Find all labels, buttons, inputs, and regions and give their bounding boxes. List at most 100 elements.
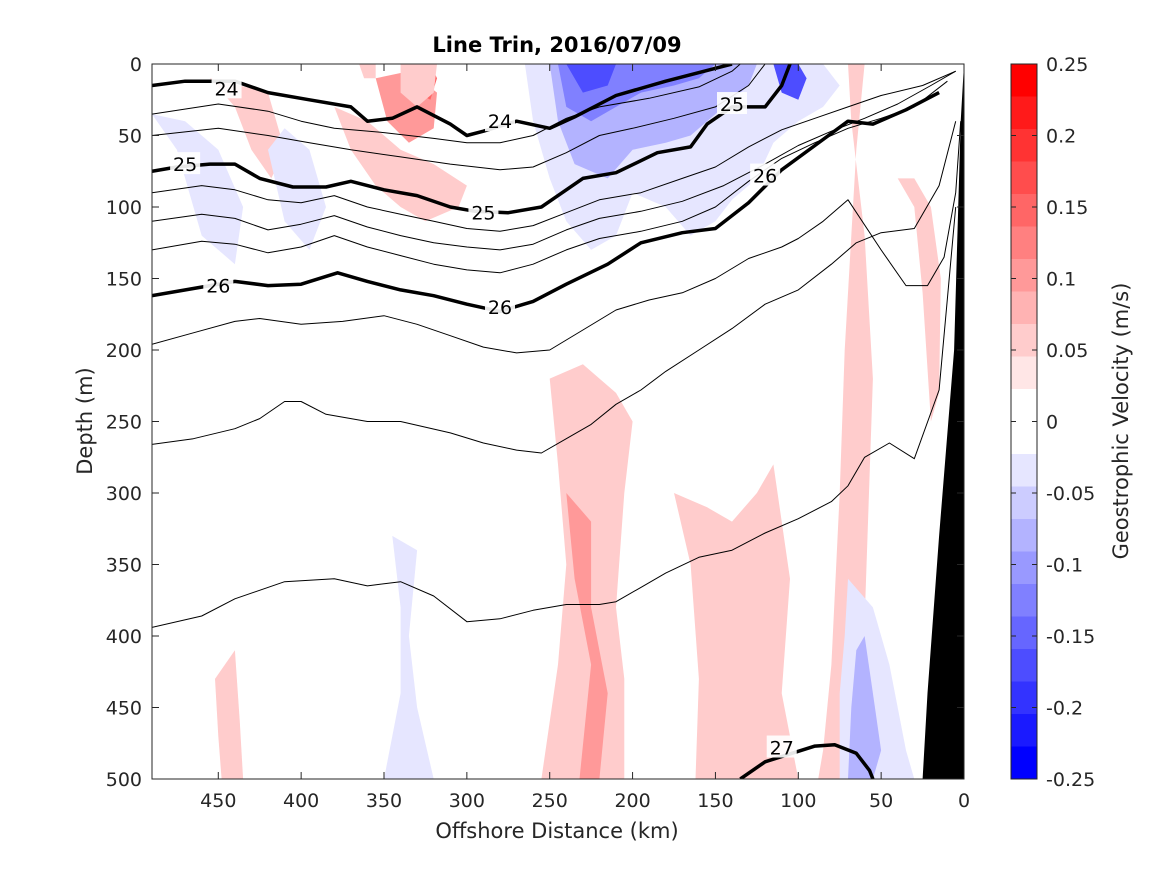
x-tick-label: 350 bbox=[366, 790, 402, 812]
colorbar-tick-label: 0.25 bbox=[1046, 54, 1088, 76]
y-tick-label: 450 bbox=[106, 698, 142, 720]
colorbar-swatch bbox=[1011, 649, 1037, 682]
y-tick-label: 0 bbox=[130, 54, 142, 76]
contour-label: 25 bbox=[173, 154, 197, 176]
contour-label-bg bbox=[170, 152, 201, 175]
colorbar-swatch bbox=[1011, 324, 1037, 357]
x-tick-label: 450 bbox=[200, 790, 236, 812]
contour-label-bg bbox=[485, 109, 515, 132]
isopycnal-line bbox=[152, 91, 940, 314]
colorbar-swatch bbox=[1011, 551, 1037, 585]
y-tick-label: 400 bbox=[106, 626, 142, 648]
y-tick-label: 200 bbox=[106, 340, 142, 362]
colorbar: 0.25 0.2 0.15 0.1 0.05 0 -0.05 -0.1 -0.15 -0.2 -0.… bbox=[1010, 54, 1095, 791]
contour-label-bg bbox=[717, 92, 747, 115]
isopycnal-line bbox=[152, 206, 957, 628]
colorbar-swatch bbox=[1011, 616, 1037, 650]
contour-label-bg bbox=[468, 200, 499, 223]
velocity-patch bbox=[268, 128, 326, 250]
colorbar-swatch bbox=[1011, 194, 1037, 227]
contour-label-bg bbox=[203, 273, 234, 296]
x-tick-label: 300 bbox=[449, 790, 485, 812]
contour-label: 26 bbox=[488, 297, 512, 319]
contour-label: 25 bbox=[471, 203, 495, 225]
colorbar-swatch bbox=[1011, 681, 1037, 715]
contour-label: 27 bbox=[770, 738, 794, 760]
colorbar-tick-label: -0.2 bbox=[1046, 698, 1083, 720]
velocity-patch bbox=[674, 464, 799, 779]
colorbar-swatch bbox=[1011, 421, 1037, 455]
colorbar-swatch bbox=[1011, 519, 1037, 552]
velocity-patch bbox=[848, 636, 882, 779]
velocity-patch bbox=[400, 64, 437, 107]
velocity-patch bbox=[210, 78, 285, 179]
y-tick-label: 250 bbox=[106, 412, 142, 434]
colorbar-tick-label: -0.25 bbox=[1046, 769, 1095, 791]
contour-label: 24 bbox=[488, 111, 512, 133]
y-axis-label: Depth (m) bbox=[73, 367, 97, 474]
colorbar-swatch bbox=[1011, 486, 1037, 520]
y-tick-label: 500 bbox=[106, 769, 142, 791]
y-tick-label: 100 bbox=[106, 197, 142, 219]
colorbar-tick-label: 0 bbox=[1046, 412, 1058, 434]
velocity-patch bbox=[152, 114, 244, 265]
bathymetry bbox=[922, 64, 964, 779]
x-tick-label: 200 bbox=[614, 790, 650, 812]
y-tick-label: 350 bbox=[106, 555, 142, 577]
velocity-patch bbox=[384, 535, 434, 779]
contour-labels: 24 24 25 25 25 26 26 26 27 bbox=[170, 76, 797, 760]
isopycnal-line bbox=[152, 121, 962, 354]
contour-label: 25 bbox=[720, 94, 744, 116]
isopycnal-line bbox=[152, 70, 956, 251]
isopycnal-line bbox=[152, 64, 741, 144]
contour-label: 24 bbox=[214, 78, 238, 100]
x-tick-label: 400 bbox=[283, 790, 319, 812]
seafloor bbox=[922, 64, 964, 779]
velocity-patch bbox=[215, 650, 244, 779]
x-tick-label: 0 bbox=[958, 790, 970, 812]
colorbar-swatch bbox=[1011, 291, 1037, 325]
colorbar-tick-label: 0.1 bbox=[1046, 269, 1076, 291]
contour-label: 26 bbox=[206, 276, 230, 298]
x-tick-label: 100 bbox=[780, 790, 816, 812]
colorbar-swatch bbox=[1011, 584, 1037, 617]
isopycnal-line bbox=[152, 80, 948, 274]
velocity-patch bbox=[897, 178, 941, 422]
x-axis-label: Offshore Distance (km) bbox=[435, 819, 678, 843]
contour-label-bg bbox=[766, 735, 797, 758]
x-tick-label: 50 bbox=[869, 790, 893, 812]
y-tick-label: 300 bbox=[106, 483, 142, 505]
contour-label: 26 bbox=[753, 166, 777, 188]
colorbar-swatch bbox=[1011, 746, 1037, 780]
velocity-patch bbox=[566, 493, 608, 779]
colorbar-swatch bbox=[1011, 64, 1037, 97]
colorbar-swatch bbox=[1011, 259, 1037, 292]
x-axis: 450 400 350 300 250 200 150 100 50 0 bbox=[200, 64, 970, 812]
colorbar-swatch bbox=[1011, 714, 1037, 747]
isopycnal-line bbox=[739, 742, 875, 779]
contour-label-bg bbox=[750, 163, 781, 186]
x-tick-label: 250 bbox=[532, 790, 568, 812]
isopycnal-line bbox=[152, 70, 956, 232]
colorbar-tick-label: -0.05 bbox=[1046, 483, 1095, 505]
colorbar-tick-label: -0.15 bbox=[1046, 626, 1095, 648]
colorbar-label: Geostrophic Velocity (m/s) bbox=[1109, 283, 1133, 560]
contour-label-bg bbox=[211, 76, 242, 99]
isopycnal-line bbox=[152, 64, 733, 138]
contour-label-bg bbox=[485, 295, 515, 318]
colorbar-swatch bbox=[1011, 226, 1037, 260]
colorbar-tick-label: -0.1 bbox=[1046, 555, 1083, 577]
colorbar-tick-label: 0.05 bbox=[1046, 340, 1088, 362]
isopycnal-line bbox=[152, 121, 957, 454]
chart-title: Line Trin, 2016/07/09 bbox=[432, 33, 681, 57]
colorbar-swatch bbox=[1011, 161, 1037, 195]
y-tick-label: 50 bbox=[118, 126, 142, 148]
velocity-patch bbox=[359, 64, 376, 79]
colorbar-tick-label: 0.15 bbox=[1046, 197, 1088, 219]
colorbar-swatch bbox=[1011, 96, 1037, 130]
velocity-patch bbox=[773, 64, 807, 100]
isopycnal-line bbox=[152, 64, 766, 171]
colorbar-swatch bbox=[1011, 129, 1037, 162]
y-tick-label: 150 bbox=[106, 269, 142, 291]
